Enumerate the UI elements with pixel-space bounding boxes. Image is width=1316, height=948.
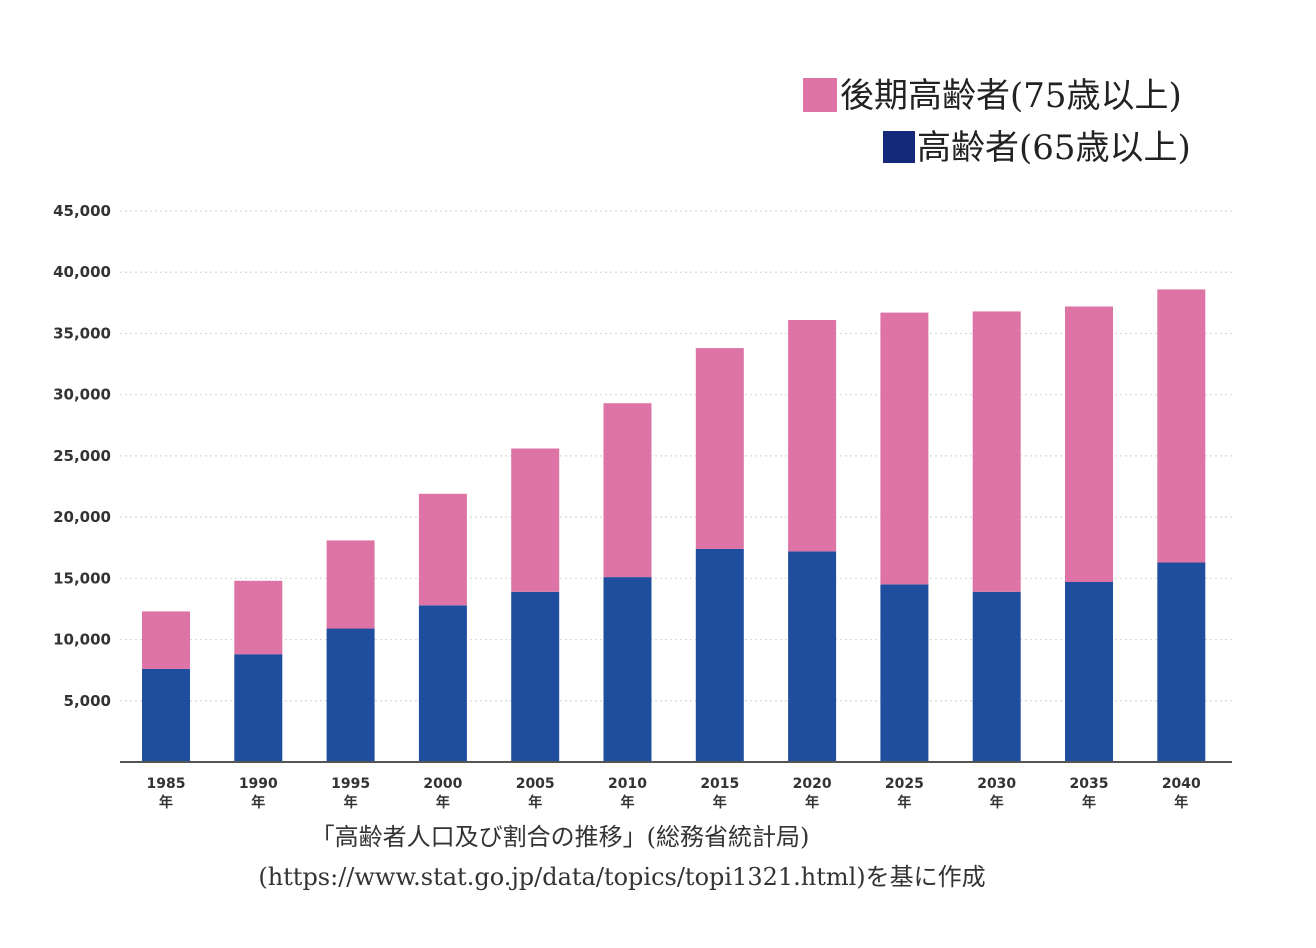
bar-old-old-2035 xyxy=(1065,306,1113,582)
gridlines xyxy=(120,210,1232,702)
bar-elderly-2010 xyxy=(603,577,652,762)
x-tick-label-suffix: 年 xyxy=(805,794,819,811)
bar-elderly-2000 xyxy=(418,605,467,762)
y-tick-label: 40,000 xyxy=(53,263,111,281)
x-tick-label-year: 2025 xyxy=(885,776,924,792)
x-tick-label-year: 2035 xyxy=(1070,776,1109,792)
x-tick-label-year: 1990 xyxy=(239,776,278,792)
bar-old-old-1995 xyxy=(326,540,375,629)
x-tick-label-suffix: 年 xyxy=(1174,794,1188,811)
x-axis-category-labels: 1985 年 1990 年 1995 年 2000 年 2005 年 2010 年 2015 年 2020 年… xyxy=(147,776,1202,811)
bars xyxy=(142,289,1206,762)
x-tick-label-year: 2005 xyxy=(516,776,555,792)
x-tick-label-year: 2030 xyxy=(977,776,1016,792)
x-tick-label-suffix: 年 xyxy=(990,794,1004,811)
bar-old-old-2010 xyxy=(603,403,652,578)
x-tick-label-year: 1985 xyxy=(147,776,186,792)
y-axis-tick-labels: 5,000 10,000 15,000 20,000 25,000 30,000 35,00… xyxy=(53,202,111,710)
bar-elderly-2015 xyxy=(695,548,744,762)
bar-elderly-2030 xyxy=(972,591,1021,762)
x-tick-label-year: 2020 xyxy=(793,776,832,792)
bar-elderly-2020 xyxy=(788,551,837,762)
bar-elderly-2005 xyxy=(511,591,560,762)
y-tick-label: 5,000 xyxy=(64,692,111,710)
bar-elderly-2025 xyxy=(880,584,929,762)
x-tick-label-suffix: 年 xyxy=(159,794,173,811)
x-tick-label-suffix: 年 xyxy=(436,794,450,811)
bar-old-old-2030 xyxy=(972,311,1021,592)
x-tick-label-year: 2040 xyxy=(1162,776,1201,792)
y-tick-label: 30,000 xyxy=(53,386,111,404)
bar-old-old-2005 xyxy=(511,448,560,592)
x-tick-label-suffix: 年 xyxy=(897,794,911,811)
legend-label-old-old: 後期高齢者(75歳以上) xyxy=(840,76,1182,116)
bar-old-old-2025 xyxy=(880,312,929,585)
y-tick-label: 10,000 xyxy=(53,631,111,649)
x-tick-label-year: 2000 xyxy=(423,776,462,792)
legend-label-elderly: 高齢者(65歳以上) xyxy=(917,128,1191,168)
x-tick-label-suffix: 年 xyxy=(621,794,635,811)
bar-old-old-1990 xyxy=(234,580,283,655)
bar-elderly-1995 xyxy=(326,628,375,762)
bar-elderly-2035 xyxy=(1065,582,1113,762)
x-tick-label-year: 2015 xyxy=(700,776,739,792)
bar-elderly-1990 xyxy=(234,654,283,762)
bar-old-old-2020 xyxy=(788,320,837,552)
x-tick-label-year: 1995 xyxy=(331,776,370,792)
x-tick-label-year: 2010 xyxy=(608,776,647,792)
y-tick-label: 35,000 xyxy=(53,324,111,342)
x-tick-label-suffix: 年 xyxy=(344,794,358,811)
x-tick-label-suffix: 年 xyxy=(1082,794,1096,811)
legend: 後期高齢者(75歳以上) 高齢者(65歳以上) xyxy=(803,76,1191,168)
source-line-2: (https://www.stat.go.jp/data/topics/topi… xyxy=(258,863,985,891)
y-tick-label: 20,000 xyxy=(53,508,111,526)
bar-elderly-2040 xyxy=(1157,562,1206,762)
bar-old-old-2015 xyxy=(695,348,744,549)
bar-old-old-2000 xyxy=(418,493,467,606)
y-tick-label: 25,000 xyxy=(53,447,111,465)
x-tick-label-suffix: 年 xyxy=(251,794,265,811)
y-tick-label: 15,000 xyxy=(53,569,111,587)
y-tick-label: 45,000 xyxy=(53,202,111,220)
bar-old-old-1985 xyxy=(142,611,190,669)
legend-swatch-old-old xyxy=(803,78,837,112)
x-tick-label-suffix: 年 xyxy=(528,794,542,811)
x-tick-label-suffix: 年 xyxy=(713,794,727,811)
source-line-1: 「高齢者人口及び割合の推移」(総務省統計局) xyxy=(311,823,810,851)
source-note: 「高齢者人口及び割合の推移」(総務省統計局) (https://www.stat… xyxy=(258,823,985,891)
bar-elderly-1985 xyxy=(142,668,190,762)
legend-swatch-elderly xyxy=(883,131,915,163)
bar-old-old-2040 xyxy=(1157,289,1206,563)
